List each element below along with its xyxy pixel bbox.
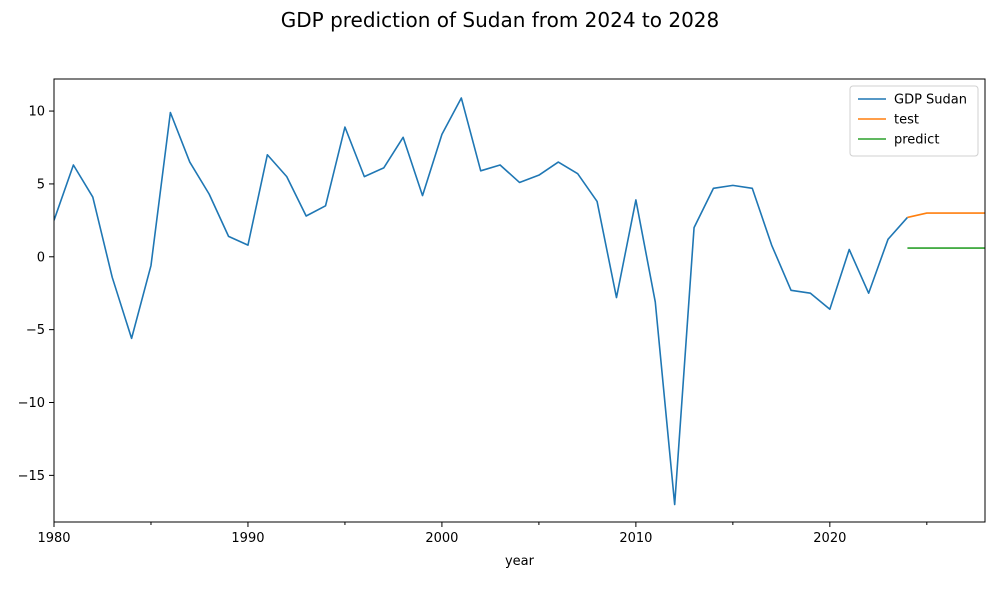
y-tick-label: 5 [37, 177, 45, 192]
x-tick-label: 2010 [619, 531, 652, 546]
series-line-test [907, 212, 985, 219]
x-tick-label: 2020 [813, 531, 846, 546]
y-axis: 10 5 0 −5 −10 −15 [18, 105, 54, 484]
x-axis: 1980 1990 2000 2010 2020 [37, 522, 928, 546]
y-tick-label: −5 [26, 323, 45, 338]
x-tick-label: 1990 [231, 531, 264, 546]
chart-title: GDP prediction of Sudan from 2024 to 202… [280, 8, 720, 32]
series-layer [54, 97, 985, 506]
y-tick-label: 0 [37, 250, 45, 265]
y-tick-label: −10 [18, 396, 45, 411]
legend-label: predict [894, 133, 939, 148]
x-tick-label: 2000 [425, 531, 458, 546]
series-line-gdp-sudan [54, 97, 909, 506]
legend-label: GDP Sudan [894, 93, 967, 108]
x-axis-label: year [505, 554, 535, 569]
y-tick-label: −15 [18, 469, 45, 484]
legend: GDP Sudan test predict [849, 85, 979, 157]
y-tick-label: 10 [28, 105, 45, 120]
x-tick-label: 1980 [37, 531, 70, 546]
legend-label: test [894, 113, 919, 128]
plot-frame [53, 78, 986, 523]
